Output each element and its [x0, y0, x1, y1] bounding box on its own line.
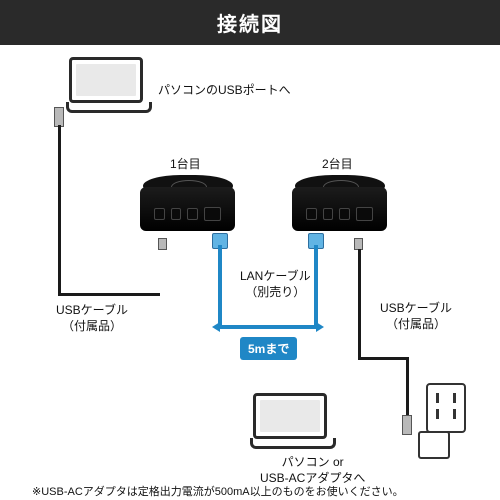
usb-cable-right-v2 — [406, 357, 409, 417]
title-text: 接続図 — [217, 14, 283, 36]
usb-plug-bottom-right — [402, 415, 412, 435]
usb-cable-right-v1 — [358, 249, 361, 359]
usb-cable-left-h — [58, 293, 160, 296]
label-lan-cable: LANケーブル （別売り） — [240, 269, 311, 300]
device-2 — [292, 175, 387, 243]
usb-cable-left-v — [58, 125, 61, 295]
badge-max-length: 5mまで — [240, 337, 297, 360]
laptop-bottom — [250, 393, 330, 449]
usb-cable-right-h — [358, 357, 408, 360]
label-usb-cable-right: USBケーブル （付属品） — [380, 301, 452, 332]
usb-miniplug-dev1 — [158, 238, 167, 250]
laptop-top — [66, 57, 146, 113]
footnote: ※USB-ACアダプタは定格出力電流が500mA以上のものをお使いください。 — [32, 483, 480, 499]
usb-ac-adapter-icon — [418, 431, 450, 459]
lan-arrow-left — [212, 322, 220, 332]
title-bar: 接続図 — [0, 0, 500, 45]
lan-v1 — [218, 245, 222, 327]
label-unit1: 1台目 — [170, 157, 201, 173]
label-to-pc-or-adapter: パソコン or USB-ACアダプタへ — [260, 455, 365, 486]
usb-plug-top-left — [54, 107, 64, 127]
label-unit2: 2台目 — [322, 157, 353, 173]
lan-v2 — [314, 245, 318, 329]
diagram-stage: パソコンのUSBポートへ 1台目 2台目 USBケーブル （付属品） LANケー… — [0, 45, 500, 500]
label-usb-cable-left: USBケーブル （付属品） — [56, 303, 128, 334]
label-to-pc-usb: パソコンのUSBポートへ — [158, 83, 291, 99]
lan-arrow-right — [316, 322, 324, 332]
lan-h — [218, 325, 318, 329]
wall-outlet-icon — [426, 383, 466, 433]
badge-text: 5mまで — [248, 342, 289, 356]
